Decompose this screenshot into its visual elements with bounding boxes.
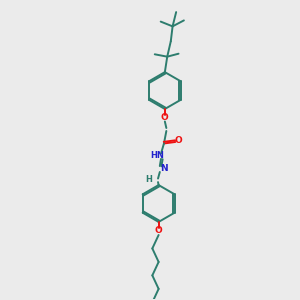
Text: O: O — [161, 113, 169, 122]
Text: O: O — [174, 136, 182, 145]
Text: HN: HN — [150, 151, 164, 160]
Text: H: H — [146, 175, 152, 184]
Text: O: O — [155, 226, 163, 235]
Text: N: N — [160, 164, 168, 173]
